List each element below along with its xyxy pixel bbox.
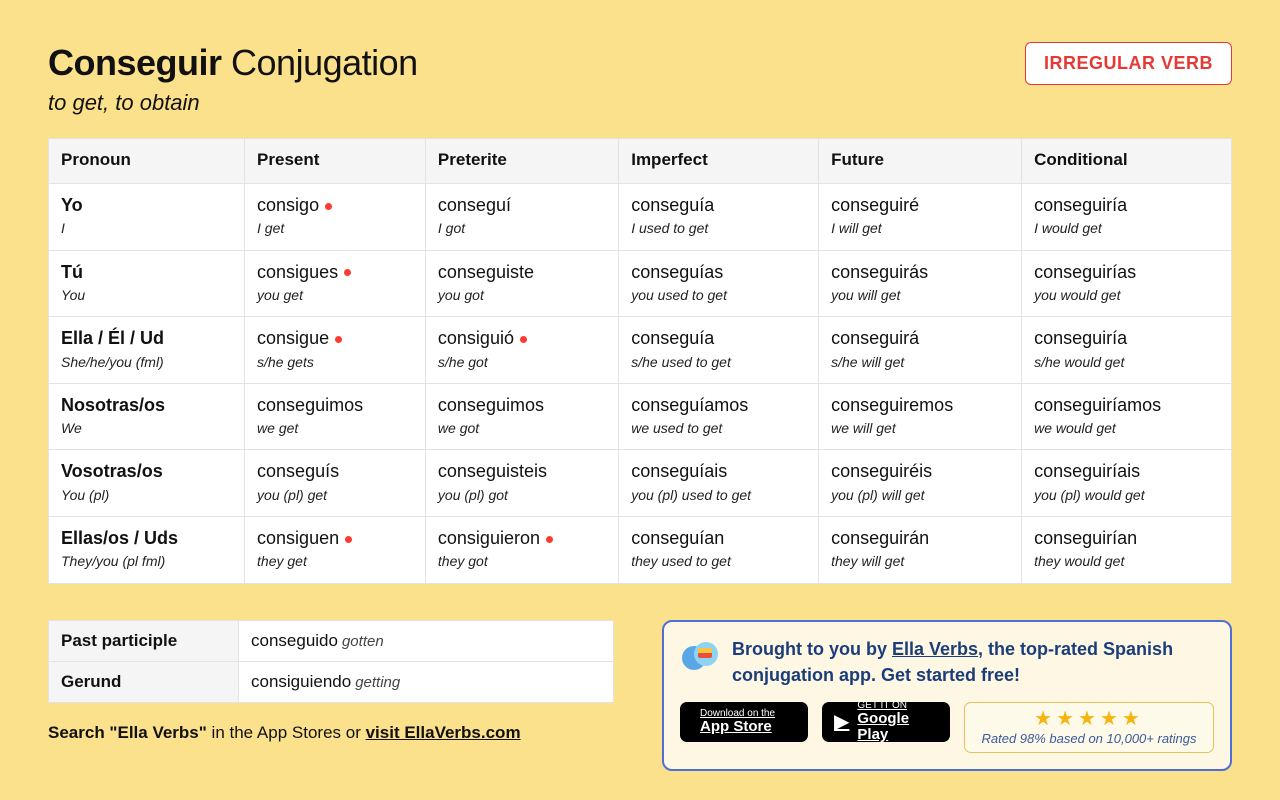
conjugation-cell: conseguíaisyou (pl) used to get xyxy=(619,450,819,517)
rating-text: Rated 98% based on 10,000+ ratings xyxy=(975,731,1203,746)
column-header: Future xyxy=(819,139,1022,184)
table-row: YoIconsigoI getconseguíI gotconseguíaI u… xyxy=(49,184,1232,251)
participles-table: Past participle conseguidogotten Gerund … xyxy=(48,620,614,703)
conjugation-cell: conseguiréisyou (pl) will get xyxy=(819,450,1022,517)
column-header: Pronoun xyxy=(49,139,245,184)
search-instruction: Search "Ella Verbs" in the App Stores or… xyxy=(48,723,614,743)
past-participle-label: Past participle xyxy=(49,620,239,661)
table-row: Ella / Él / UdShe/he/you (fml)consigues/… xyxy=(49,317,1232,384)
irregular-dot-icon xyxy=(520,336,527,343)
rating-box: ★★★★★ Rated 98% based on 10,000+ ratings xyxy=(964,702,1214,753)
pronoun-cell: TúYou xyxy=(49,250,245,317)
conjugation-cell: conseguisteyou got xyxy=(425,250,618,317)
column-header: Preterite xyxy=(425,139,618,184)
past-participle-value: conseguidogotten xyxy=(239,620,614,661)
conjugation-cell: conseguíaI used to get xyxy=(619,184,819,251)
conjugation-cell: conseguías/he used to get xyxy=(619,317,819,384)
gerund-label: Gerund xyxy=(49,661,239,702)
star-icons: ★★★★★ xyxy=(975,709,1203,729)
ellaverbs-logo-icon xyxy=(680,636,720,676)
verb-translation: to get, to obtain xyxy=(48,90,418,116)
heading-suffix: Conjugation xyxy=(231,42,418,83)
conjugation-cell: conseguiríasyou would get xyxy=(1022,250,1232,317)
table-row: Vosotras/osYou (pl)conseguísyou (pl) get… xyxy=(49,450,1232,517)
irregular-dot-icon xyxy=(345,536,352,543)
conjugation-cell: consiguesyou get xyxy=(245,250,426,317)
pronoun-cell: Vosotras/osYou (pl) xyxy=(49,450,245,517)
column-header: Imperfect xyxy=(619,139,819,184)
conjugation-cell: conseguirásyou will get xyxy=(819,250,1022,317)
conjugation-table: PronounPresentPreteriteImperfectFutureCo… xyxy=(48,138,1232,584)
conjugation-cell: conseguíasyou used to get xyxy=(619,250,819,317)
irregular-badge: IRREGULAR VERB xyxy=(1025,42,1232,85)
conjugation-cell: consiguiós/he got xyxy=(425,317,618,384)
conjugation-cell: conseguimoswe got xyxy=(425,383,618,450)
promo-box: Brought to you by Ella Verbs, the top-ra… xyxy=(662,620,1232,771)
table-row: Nosotras/osWeconseguimoswe getconseguimo… xyxy=(49,383,1232,450)
table-row: TúYouconsiguesyou getconseguisteyou gotc… xyxy=(49,250,1232,317)
app-store-button[interactable]: Download on theApp Store xyxy=(680,702,808,742)
pronoun-cell: YoI xyxy=(49,184,245,251)
conjugation-cell: conseguiríaI would get xyxy=(1022,184,1232,251)
conjugation-cell: conseguimoswe get xyxy=(245,383,426,450)
irregular-dot-icon xyxy=(546,536,553,543)
conjugation-cell: consigues/he gets xyxy=(245,317,426,384)
verb-name: Conseguir xyxy=(48,42,222,83)
irregular-dot-icon xyxy=(325,203,332,210)
pronoun-cell: Ellas/os / UdsThey/you (pl fml) xyxy=(49,516,245,583)
conjugation-cell: conseguíanthey used to get xyxy=(619,516,819,583)
pronoun-cell: Ella / Él / UdShe/he/you (fml) xyxy=(49,317,245,384)
conjugation-cell: consiguieronthey got xyxy=(425,516,618,583)
conjugation-cell: conseguiríanthey would get xyxy=(1022,516,1232,583)
conjugation-cell: conseguiríamoswe would get xyxy=(1022,383,1232,450)
brand-link[interactable]: Ella Verbs xyxy=(892,639,978,659)
conjugation-cell: conseguíI got xyxy=(425,184,618,251)
google-play-button[interactable]: ▶ GET IT ONGoogle Play xyxy=(822,702,950,742)
conjugation-cell: conseguiréI will get xyxy=(819,184,1022,251)
conjugation-cell: conseguíamoswe used to get xyxy=(619,383,819,450)
column-header: Conditional xyxy=(1022,139,1232,184)
irregular-dot-icon xyxy=(335,336,342,343)
play-icon: ▶ xyxy=(834,711,849,733)
conjugation-cell: conseguiríaisyou (pl) would get xyxy=(1022,450,1232,517)
table-row: Ellas/os / UdsThey/you (pl fml)consiguen… xyxy=(49,516,1232,583)
column-header: Present xyxy=(245,139,426,184)
promo-text: Brought to you by Ella Verbs, the top-ra… xyxy=(732,636,1214,688)
conjugation-cell: conseguiránthey will get xyxy=(819,516,1022,583)
conjugation-cell: conseguirás/he will get xyxy=(819,317,1022,384)
irregular-dot-icon xyxy=(344,269,351,276)
pronoun-cell: Nosotras/osWe xyxy=(49,383,245,450)
gerund-value: consiguiendogetting xyxy=(239,661,614,702)
conjugation-cell: conseguísyou (pl) get xyxy=(245,450,426,517)
conjugation-cell: conseguiremoswe will get xyxy=(819,383,1022,450)
conjugation-cell: consigoI get xyxy=(245,184,426,251)
page-title: Conseguir Conjugation xyxy=(48,42,418,84)
ellaverbs-link[interactable]: visit EllaVerbs.com xyxy=(366,723,521,742)
conjugation-cell: conseguirías/he would get xyxy=(1022,317,1232,384)
conjugation-cell: conseguisteisyou (pl) got xyxy=(425,450,618,517)
conjugation-cell: consiguenthey get xyxy=(245,516,426,583)
